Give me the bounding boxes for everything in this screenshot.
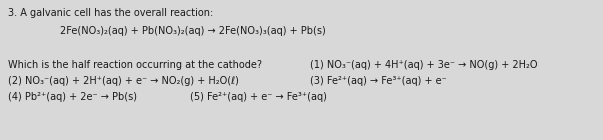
- Text: Which is the half reaction occurring at the cathode?: Which is the half reaction occurring at …: [8, 60, 262, 70]
- Text: 2Fe(NO₃)₂(aq) + Pb(NO₃)₂(aq) → 2Fe(NO₃)₃(aq) + Pb(s): 2Fe(NO₃)₂(aq) + Pb(NO₃)₂(aq) → 2Fe(NO₃)₃…: [60, 26, 326, 36]
- Text: (5) Fe²⁺(aq) + e⁻ → Fe³⁺(aq): (5) Fe²⁺(aq) + e⁻ → Fe³⁺(aq): [190, 92, 327, 102]
- Text: (4) Pb²⁺(aq) + 2e⁻ → Pb(s): (4) Pb²⁺(aq) + 2e⁻ → Pb(s): [8, 92, 137, 102]
- Text: (2) NO₃⁻(aq) + 2H⁺(aq) + e⁻ → NO₂(g) + H₂O(ℓ): (2) NO₃⁻(aq) + 2H⁺(aq) + e⁻ → NO₂(g) + H…: [8, 76, 239, 86]
- Text: 3. A galvanic cell has the overall reaction:: 3. A galvanic cell has the overall react…: [8, 8, 213, 18]
- Text: (1) NO₃⁻(aq) + 4H⁺(aq) + 3e⁻ → NO(g) + 2H₂O: (1) NO₃⁻(aq) + 4H⁺(aq) + 3e⁻ → NO(g) + 2…: [310, 60, 537, 70]
- Text: (3) Fe²⁺(aq) → Fe³⁺(aq) + e⁻: (3) Fe²⁺(aq) → Fe³⁺(aq) + e⁻: [310, 76, 447, 86]
